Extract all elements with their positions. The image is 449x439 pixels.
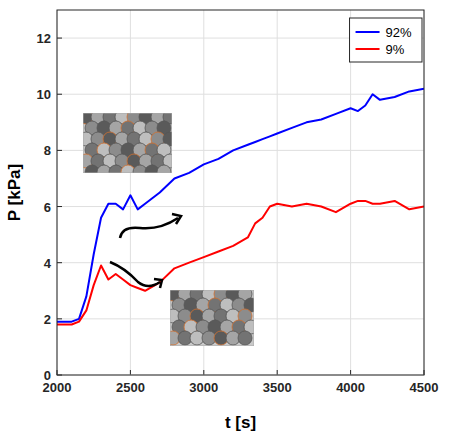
legend-label: 9%	[386, 42, 405, 57]
legend-swatch	[356, 48, 380, 50]
legend-swatch	[356, 31, 380, 33]
y-tick-label: 12	[37, 31, 51, 46]
y-tick	[57, 94, 62, 95]
y-tick	[57, 150, 62, 151]
series-group	[57, 89, 424, 325]
y-axis-title: P [kPa]	[5, 164, 24, 221]
y-tick-label: 10	[37, 87, 51, 102]
x-tick-label: 3500	[263, 380, 292, 395]
y-grid	[57, 206, 424, 207]
inset-particle	[238, 331, 252, 345]
x-grid	[350, 10, 351, 375]
inset-image	[170, 290, 254, 346]
x-grid	[130, 10, 131, 375]
plot-frame	[57, 10, 424, 375]
x-tick-label: 4500	[410, 380, 439, 395]
annotation-arrow	[110, 262, 160, 286]
series-line	[57, 201, 424, 325]
y-tick-label: 8	[44, 143, 51, 158]
x-tick	[277, 370, 278, 375]
x-tick	[350, 370, 351, 375]
y-grid	[57, 94, 424, 95]
annotation-arrow	[120, 218, 178, 238]
y-tick	[57, 318, 62, 319]
plot-bg	[57, 10, 424, 375]
x-tick	[130, 370, 131, 375]
y-tick	[57, 38, 62, 39]
y-tick-label: 2	[44, 312, 51, 327]
x-axis-title: t [s]	[225, 413, 256, 432]
inset-particle	[157, 165, 171, 173]
series-line	[57, 89, 424, 322]
y-tick-label: 4	[44, 256, 52, 271]
inset-frame	[83, 113, 172, 173]
y-tick-label: 0	[44, 368, 51, 383]
inset-image	[83, 113, 172, 173]
x-tick	[203, 370, 204, 375]
x-tick-label: 3000	[189, 380, 218, 395]
x-tick-label: 2500	[116, 380, 145, 395]
legend: 92%9%	[350, 18, 422, 62]
x-tick-label: 4000	[336, 380, 365, 395]
legend-box	[350, 18, 422, 62]
x-grid	[277, 10, 278, 375]
y-tick-label: 6	[44, 200, 51, 215]
arrow-head	[172, 214, 181, 224]
legend-label: 92%	[386, 25, 412, 40]
y-tick	[57, 206, 62, 207]
inset-frame	[170, 290, 254, 346]
arrow-head	[154, 279, 162, 288]
y-tick	[57, 262, 62, 263]
